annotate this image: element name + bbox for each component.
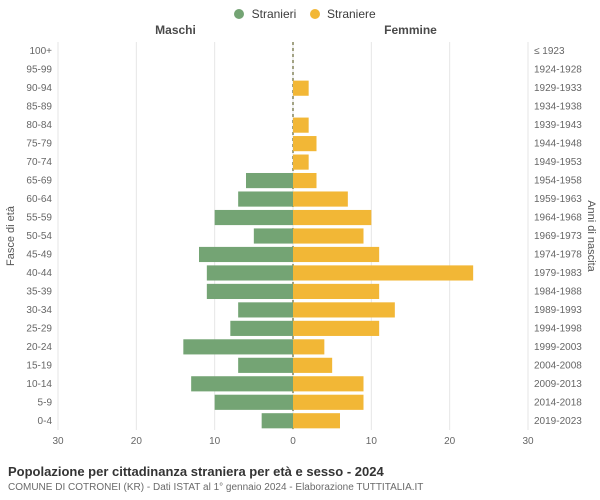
birth-year-label: 1929-1933 (534, 83, 582, 94)
birth-year-label: 1924-1928 (534, 65, 582, 76)
bar-female (293, 413, 340, 428)
birth-year-label: 1959-1963 (534, 194, 582, 205)
bar-male (199, 247, 293, 262)
age-label: 20-24 (26, 342, 52, 353)
bar-male (238, 302, 293, 317)
age-label: 15-19 (26, 360, 52, 371)
bar-female (293, 247, 379, 262)
birth-year-label: 2004-2008 (534, 360, 582, 371)
birth-year-label: 1989-1993 (534, 305, 582, 316)
bar-female (293, 118, 309, 133)
bar-female (293, 302, 395, 317)
x-tick-label: 10 (366, 436, 378, 447)
bar-male (238, 358, 293, 373)
legend-label-female: Straniere (327, 7, 376, 21)
birth-year-label: 1994-1998 (534, 323, 582, 334)
birth-year-label: 2014-2018 (534, 397, 582, 408)
bar-female (293, 210, 371, 225)
x-tick-label: 20 (131, 436, 143, 447)
chart-subtitle: COMUNE DI COTRONEI (KR) - Dati ISTAT al … (8, 481, 423, 494)
legend-swatch-male (234, 9, 244, 19)
bar-female (293, 284, 379, 299)
bar-female (293, 395, 364, 410)
x-tick-label: 30 (522, 436, 534, 447)
bar-male (238, 191, 293, 206)
age-label: 90-94 (26, 83, 52, 94)
age-label: 0-4 (38, 416, 53, 427)
bar-male (230, 321, 293, 336)
bar-male (207, 284, 293, 299)
age-label: 10-14 (26, 379, 52, 390)
age-label: 95-99 (26, 65, 52, 76)
legend-label-male: Stranieri (252, 7, 297, 21)
x-tick-label: 20 (444, 436, 456, 447)
age-label: 45-49 (26, 249, 52, 260)
chart-title: Popolazione per cittadinanza straniera p… (8, 464, 423, 481)
chart-footer: Popolazione per cittadinanza straniera p… (8, 464, 423, 494)
bar-female (293, 376, 364, 391)
bar-female (293, 265, 473, 280)
age-label: 85-89 (26, 102, 52, 113)
age-label: 40-44 (26, 268, 52, 279)
legend-swatch-female (310, 9, 320, 19)
bar-female (293, 136, 317, 151)
bar-male (215, 395, 293, 410)
x-tick-label: 0 (290, 436, 296, 447)
birth-year-label: 1954-1958 (534, 176, 582, 187)
age-label: 30-34 (26, 305, 52, 316)
age-label: 5-9 (38, 397, 53, 408)
bar-male (254, 228, 293, 243)
age-label: 25-29 (26, 323, 52, 334)
column-header-female: Femmine (384, 23, 437, 37)
birth-year-label: 1984-1988 (534, 286, 582, 297)
bar-male (207, 265, 293, 280)
age-label: 55-59 (26, 213, 52, 224)
birth-year-label: 1964-1968 (534, 213, 582, 224)
x-tick-label: 30 (52, 436, 64, 447)
age-label: 100+ (29, 46, 52, 57)
age-label: 65-69 (26, 176, 52, 187)
bar-female (293, 321, 379, 336)
birth-year-label: 1939-1943 (534, 120, 582, 131)
chart-legend: Stranieri Straniere (0, 6, 600, 21)
birth-year-label: 2019-2023 (534, 416, 582, 427)
bar-female (293, 228, 364, 243)
birth-year-label: 2009-2013 (534, 379, 582, 390)
birth-year-label: 1969-1973 (534, 231, 582, 242)
x-tick-label: 10 (209, 436, 221, 447)
bar-female (293, 173, 317, 188)
bar-female (293, 358, 332, 373)
birth-year-label: 1944-1948 (534, 139, 582, 150)
right-axis-title: Anni di nascita (585, 200, 597, 272)
age-label: 75-79 (26, 139, 52, 150)
bar-male (262, 413, 293, 428)
bar-female (293, 155, 309, 170)
age-label: 70-74 (26, 157, 52, 168)
age-label: 35-39 (26, 286, 52, 297)
birth-year-label: 1974-1978 (534, 249, 582, 260)
bar-male (215, 210, 293, 225)
bar-female (293, 81, 309, 96)
age-label: 50-54 (26, 231, 52, 242)
birth-year-label: 1999-2003 (534, 342, 582, 353)
birth-year-label: 1949-1953 (534, 157, 582, 168)
bar-female (293, 339, 324, 354)
birth-year-label: ≤ 1923 (534, 46, 565, 57)
bar-male (191, 376, 293, 391)
population-pyramid-chart: Maschi Femmine 0 10 10 20 20 30 30 0-4 2019-2023 5-… (0, 0, 600, 460)
column-header-male: Maschi (155, 23, 196, 37)
age-label: 80-84 (26, 120, 52, 131)
left-axis-title: Fasce di età (5, 205, 17, 266)
bar-male (246, 173, 293, 188)
birth-year-label: 1979-1983 (534, 268, 582, 279)
bar-male (183, 339, 293, 354)
age-label: 60-64 (26, 194, 52, 205)
bar-female (293, 191, 348, 206)
birth-year-label: 1934-1938 (534, 102, 582, 113)
